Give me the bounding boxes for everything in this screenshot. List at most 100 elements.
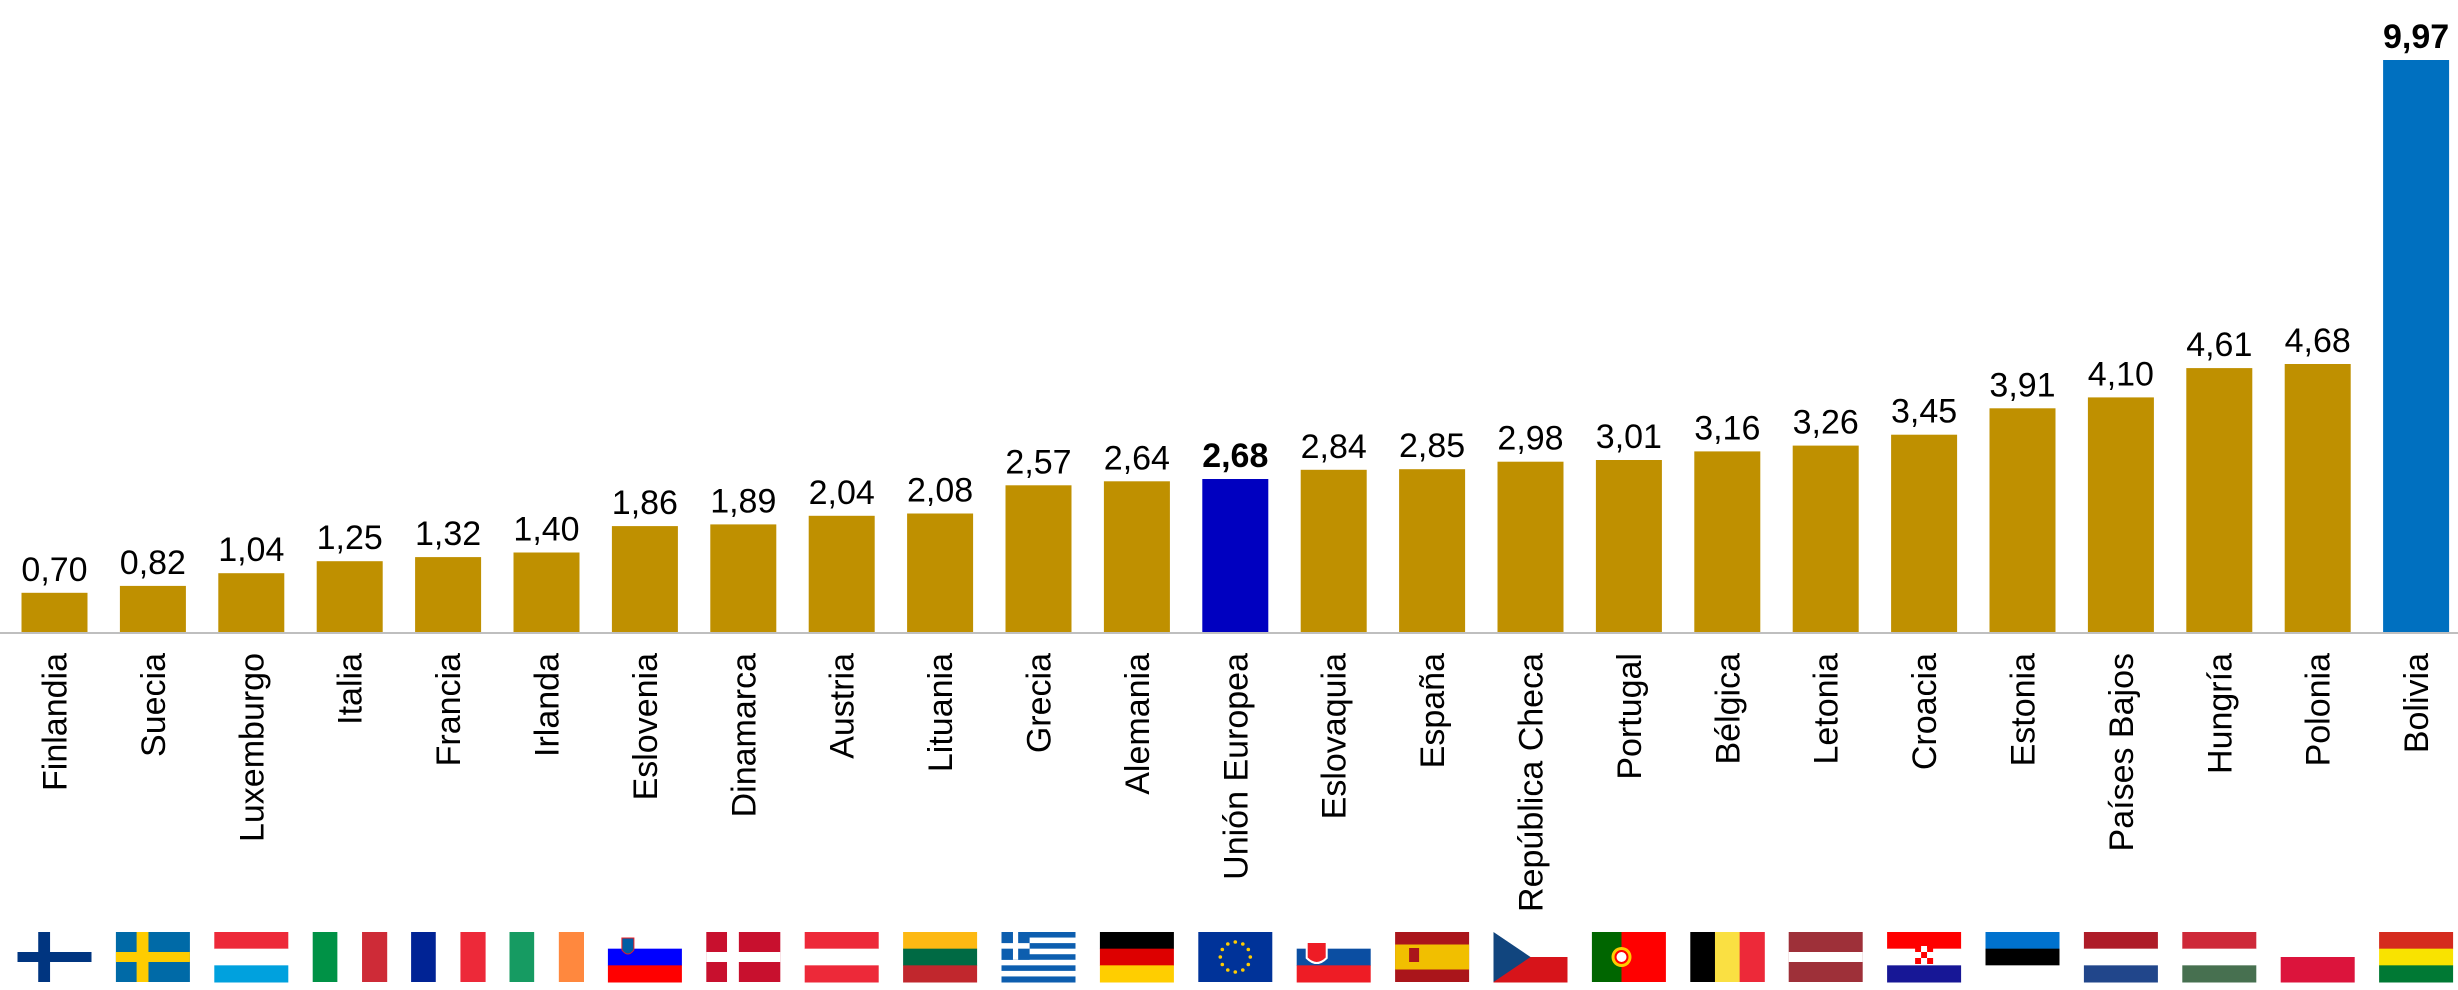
bar-croacia <box>1891 434 1958 633</box>
bar-suecia <box>119 585 186 633</box>
bars-layer <box>21 60 2450 633</box>
value-label-eslovaquia: 2,84 <box>1301 428 1367 466</box>
bar-finlandia <box>21 592 88 633</box>
bolivia-flag-icon <box>2379 932 2454 983</box>
value-label-suecia: 0,82 <box>120 544 186 582</box>
value-label-espana: 2,85 <box>1399 427 1465 465</box>
bar-luxemburgo <box>218 573 285 633</box>
category-label-belgica: Bélgica <box>1709 653 1747 765</box>
value-label-republica-checa: 2,98 <box>1497 420 1563 458</box>
croatia-flag-icon <box>1887 932 1962 983</box>
category-label-bolivia: Bolivia <box>2398 653 2436 753</box>
luxembourg-flag-icon <box>214 932 289 983</box>
value-label-eslovenia: 1,86 <box>612 484 678 522</box>
category-label-union-europea: Unión Europea <box>1217 653 1255 880</box>
value-label-bolivia: 9,97 <box>2383 18 2449 56</box>
portugal-flag-icon <box>1591 932 1666 982</box>
netherlands-flag-icon <box>2083 932 2158 983</box>
bar-francia <box>415 557 482 633</box>
ireland-flag-icon <box>509 932 584 982</box>
value-label-portugal: 3,01 <box>1596 418 1662 456</box>
austria-flag-icon <box>804 932 879 983</box>
hungary-flag-icon <box>2182 932 2257 983</box>
value-label-irlanda: 1,40 <box>513 511 579 549</box>
category-label-estonia: Estonia <box>2005 653 2043 766</box>
category-label-francia: Francia <box>430 653 468 766</box>
value-label-paises-bajos: 4,10 <box>2088 355 2154 393</box>
eu-flag-icon <box>1198 932 1273 982</box>
value-label-estonia: 3,91 <box>1989 366 2055 404</box>
spain-flag-icon <box>1395 932 1470 982</box>
estonia-flag-icon <box>1985 932 2060 983</box>
value-label-dinamarca: 1,89 <box>710 482 776 520</box>
category-label-republica-checa: República Checa <box>1513 653 1551 912</box>
value-label-alemania: 2,64 <box>1104 439 1170 477</box>
belgium-flag-icon <box>1690 932 1765 982</box>
lithuania-flag-icon <box>903 932 978 983</box>
latvia-flag-icon <box>1788 932 1863 982</box>
bar-republica-checa <box>1497 461 1564 633</box>
value-label-austria: 2,04 <box>809 474 875 512</box>
bar-dinamarca <box>710 524 777 633</box>
value-label-finlandia: 0,70 <box>21 551 87 589</box>
category-label-dinamarca: Dinamarca <box>725 653 763 817</box>
value-label-luxemburgo: 1,04 <box>218 531 284 569</box>
denmark-flag-icon <box>706 932 781 982</box>
category-label-italia: Italia <box>332 653 370 725</box>
bar-paises-bajos <box>2087 397 2154 633</box>
category-label-polonia: Polonia <box>2300 653 2338 767</box>
category-label-portugal: Portugal <box>1611 653 1649 780</box>
value-label-polonia: 4,68 <box>2285 322 2351 360</box>
category-label-finlandia: Finlandia <box>37 653 75 791</box>
category-label-luxemburgo: Luxemburgo <box>233 653 271 842</box>
value-label-italia: 1,25 <box>317 519 383 557</box>
bar-espana <box>1399 469 1466 633</box>
value-label-lituania: 2,08 <box>907 472 973 510</box>
value-label-letonia: 3,26 <box>1793 404 1859 442</box>
bar-estonia <box>1989 408 2056 633</box>
bar-letonia <box>1792 445 1859 633</box>
category-label-irlanda: Irlanda <box>529 653 567 757</box>
value-labels-layer: 0,70 0,82 1,04 1,25 1,32 1,40 1,86 1,89 2,04 2,08… <box>21 18 2449 589</box>
category-label-lituania: Lituania <box>922 653 960 772</box>
bar-eslovenia <box>611 526 678 633</box>
category-label-alemania: Alemania <box>1119 653 1157 795</box>
category-labels-layer: Finlandia Suecia Luxemburgo Italia Francia Ir… <box>37 653 2437 912</box>
bar-bolivia <box>2383 60 2450 633</box>
bar-polonia <box>2284 364 2351 633</box>
france-flag-icon <box>411 932 486 982</box>
value-label-union-europea: 2,68 <box>1202 437 1268 475</box>
category-label-eslovenia: Eslovenia <box>627 653 665 801</box>
category-label-hungria: Hungría <box>2201 653 2239 774</box>
bar-lituania <box>907 513 974 633</box>
bar-alemania <box>1103 481 1170 633</box>
bar-portugal <box>1595 460 1662 633</box>
category-label-croacia: Croacia <box>1906 653 1944 770</box>
category-label-espana: España <box>1414 653 1452 768</box>
bar-irlanda <box>513 552 580 633</box>
italy-flag-icon <box>312 932 388 982</box>
bar-hungria <box>2186 368 2253 633</box>
slovakia-flag-icon <box>1296 932 1371 983</box>
flags-layer <box>17 932 2454 983</box>
sweden-flag-icon <box>115 932 190 982</box>
category-label-grecia: Grecia <box>1021 653 1059 753</box>
poland-flag-icon <box>2280 932 2355 983</box>
category-label-letonia: Letonia <box>1808 653 1846 765</box>
slovenia-flag-icon <box>607 932 682 983</box>
value-label-grecia: 2,57 <box>1005 443 1071 481</box>
bar-grecia <box>1005 485 1072 633</box>
czech-flag-icon <box>1493 932 1568 983</box>
category-label-austria: Austria <box>824 653 862 759</box>
greece-flag-icon <box>1001 932 1076 983</box>
germany-flag-icon <box>1099 932 1174 983</box>
category-label-paises-bajos: Países Bajos <box>2103 653 2141 851</box>
bar-italia <box>316 561 383 633</box>
value-label-croacia: 3,45 <box>1891 393 1957 431</box>
value-label-belgica: 3,16 <box>1694 409 1760 447</box>
bar-austria <box>808 515 875 633</box>
category-label-suecia: Suecia <box>135 653 173 757</box>
value-label-francia: 1,32 <box>415 515 481 553</box>
bar-belgica <box>1694 451 1761 633</box>
